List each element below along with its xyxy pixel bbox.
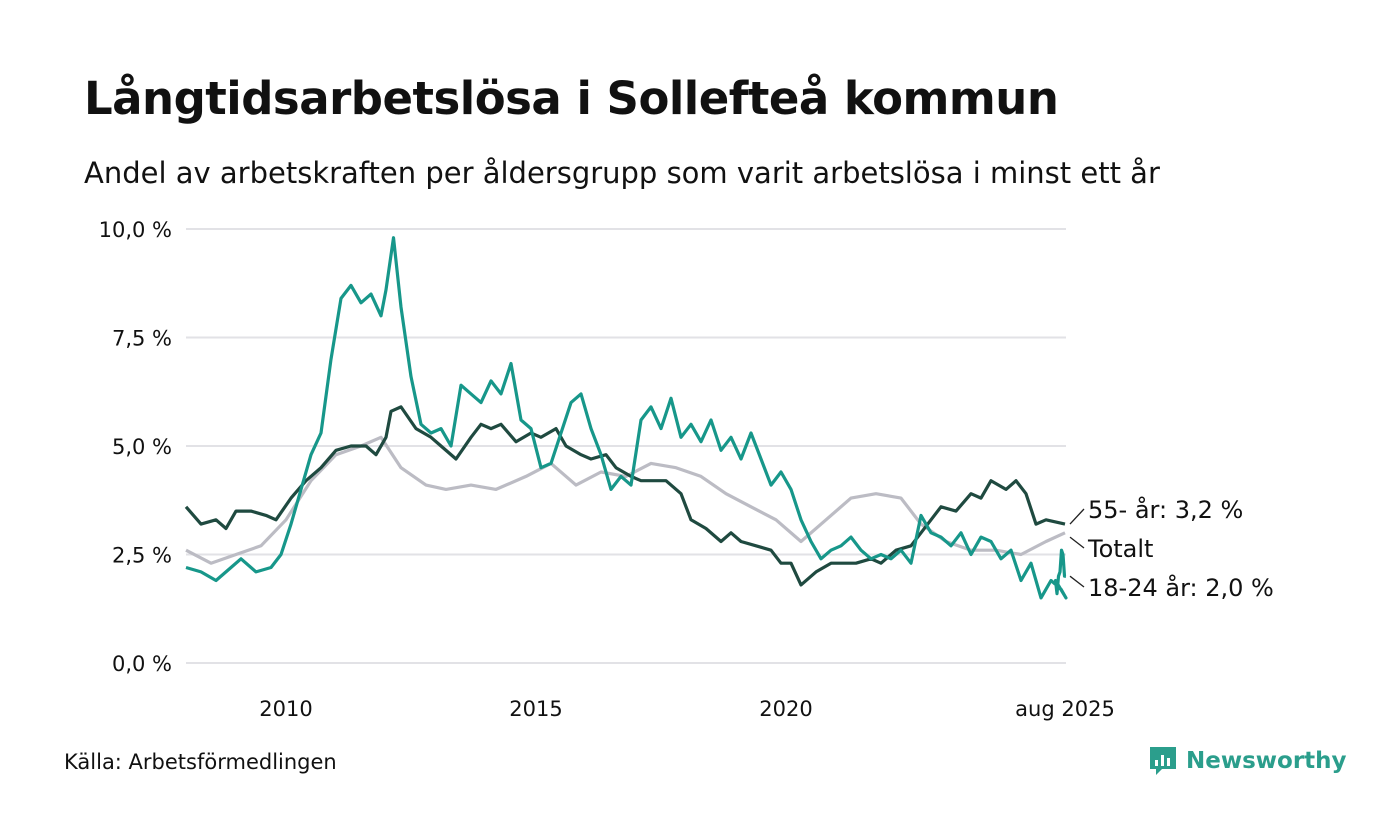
x-tick-label: aug 2025	[1015, 697, 1115, 721]
x-tick-label: 2015	[509, 697, 562, 721]
brand-logo: Newsworthy	[1148, 745, 1347, 777]
end-label-connector	[1069, 575, 1085, 588]
x-tick-label: 2020	[759, 697, 812, 721]
end-label: Totalt	[1087, 535, 1153, 563]
x-tick-label: 2010	[259, 697, 312, 721]
y-tick-label: 2,5 %	[112, 544, 172, 568]
newsworthy-icon	[1150, 747, 1176, 775]
source-note: Källa: Arbetsförmedlingen	[64, 750, 337, 774]
y-tick-label: 10,0 %	[99, 218, 172, 242]
series-line-18-24-r	[185, 236, 1068, 600]
chart-title: Långtidsarbetslösa i Sollefteå kommun	[84, 72, 1059, 125]
end-label: 55- år: 3,2 %	[1088, 495, 1243, 524]
y-tick-label: 7,5 %	[112, 327, 172, 351]
end-label-connector	[1069, 536, 1085, 549]
end-label: 18-24 år: 2,0 %	[1088, 573, 1274, 602]
chart-subtitle: Andel av arbetskraften per åldersgrupp s…	[84, 156, 1160, 190]
series-line-55-r	[184, 405, 1066, 587]
series-line-totalt	[185, 435, 1066, 565]
y-tick-label: 5,0 %	[112, 435, 172, 459]
y-tick-label: 0,0 %	[112, 652, 172, 676]
brand-name: Newsworthy	[1186, 748, 1347, 774]
end-label-connector	[1069, 508, 1085, 525]
